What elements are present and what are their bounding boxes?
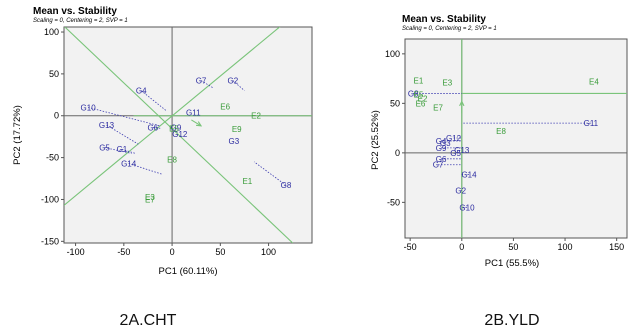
y-axis-label: PC2 (25.52%) [370,110,381,170]
x-tick-label: 0 [170,247,175,257]
genotype-point: G2 [455,186,466,195]
caption-yld: 2B.YLD [484,312,539,329]
reference-line [64,27,294,243]
y-tick-label: 50 [390,98,400,108]
x-tick-label: -100 [67,247,85,257]
y-tick-label: -100 [41,194,59,204]
genotype-point: G7 [196,77,207,86]
genotype-point: G11 [186,108,201,117]
genotype-point: G2 [228,77,239,86]
y-tick-label: 50 [49,69,59,79]
environment-point: E5 [414,90,424,99]
genotype-point: G8 [281,181,292,190]
projection-line [152,127,161,129]
plot-area [63,26,313,244]
environment-point: E9 [232,125,242,134]
genotype-point: G13 [99,121,115,130]
projection-line [200,80,214,89]
genotype-point: G7 [433,161,444,170]
genotype-point: G6 [147,123,158,132]
genotype-point: G9 [171,123,182,132]
genotype-point: G4 [136,87,147,96]
environment-point: E3 [145,193,155,202]
projection-line [106,124,139,145]
chart-panel-cht: Mean vs. Stability Scaling = 0, Centerin… [12,6,313,277]
environment-point: E8 [167,155,177,164]
environment-point: E7 [145,195,155,204]
environment-point: E7 [433,103,443,112]
projection-line [232,80,245,91]
genotype-point: G5 [99,144,110,153]
environment-point: E6 [220,103,230,112]
projection-line [121,148,136,154]
y-tick-label: 100 [385,49,400,59]
genotype-point: G8 [408,89,419,98]
x-tick-label: 0 [459,242,464,252]
environment-point: E4 [589,78,599,87]
genotype-point: G14 [121,159,137,168]
projection-line [140,90,167,112]
genotype-point: G4 [436,137,447,146]
chart-subtitle: Scaling = 0, Centering = 2, SVP = 1 [33,18,128,24]
genotype-point: G10 [459,203,475,212]
arrow-head [459,100,465,107]
chart-panel-yld: Mean vs. Stability Scaling = 0, Centerin… [370,14,628,269]
genotype-point: G3 [440,139,451,148]
environment-point: E3 [442,79,452,88]
environment-point: E6 [416,99,426,108]
axis-ticks: -100 -50 0 50 100 -150 -100 -50 0 50 100 [41,27,276,257]
genotype-point: G9 [436,144,447,153]
chart-subtitle: Scaling = 0, Centering = 2, SVP = 1 [402,26,497,32]
x-axis-label: PC1 (60.11%) [159,266,218,277]
y-tick-label: 0 [54,111,59,121]
x-tick-label: -50 [404,242,417,252]
genotype-point: G5 [450,149,461,158]
y-tick-label: 0 [395,148,400,158]
plot-area [404,38,628,239]
genotype-point: G3 [229,137,240,146]
x-tick-label: 50 [215,247,225,257]
axis-ticks: -50 0 50 100 150 -50 0 50 100 [385,49,624,252]
x-tick-label: 100 [558,242,573,252]
x-axis-label: PC1 (55.5%) [485,258,539,269]
x-tick-label: 150 [609,242,624,252]
average-environment-arrow [191,119,202,127]
genotype-point: G12 [446,134,462,143]
x-tick-label: 100 [261,247,276,257]
y-tick-label: 100 [44,27,59,37]
chart-title: Mean vs. Stability [33,6,117,17]
y-axis-label: PC2 (17.72%) [12,105,23,165]
environment-point: E1 [242,177,252,186]
environment-point: E8 [496,127,506,136]
x-tick-label: -50 [117,247,130,257]
environment-point: E1 [414,77,424,86]
genotype-point: G11 [584,119,599,128]
chart-title: Mean vs. Stability [402,14,486,25]
genotype-point: G13 [454,146,470,155]
environment-point: E2 [418,94,428,103]
x-tick-label: 50 [508,242,518,252]
genotype-point: G14 [461,171,477,180]
projection-line [88,106,160,127]
y-tick-label: -150 [41,236,59,246]
reference-line [64,27,281,206]
genotype-point: G1 [117,145,128,154]
y-tick-label: -50 [46,153,59,163]
genotype-point: G12 [172,130,188,139]
caption-cht: 2A.CHT [120,312,177,329]
genotype-point: G6 [436,155,447,164]
environment-point: E2 [251,112,261,121]
environment-point: E5 [169,124,179,133]
arrow-head [195,121,203,127]
y-tick-label: -50 [387,197,400,207]
projection-line [253,161,287,186]
genotype-point: G10 [81,103,97,112]
